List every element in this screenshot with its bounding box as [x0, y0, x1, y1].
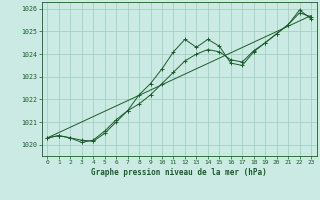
X-axis label: Graphe pression niveau de la mer (hPa): Graphe pression niveau de la mer (hPa): [91, 168, 267, 177]
